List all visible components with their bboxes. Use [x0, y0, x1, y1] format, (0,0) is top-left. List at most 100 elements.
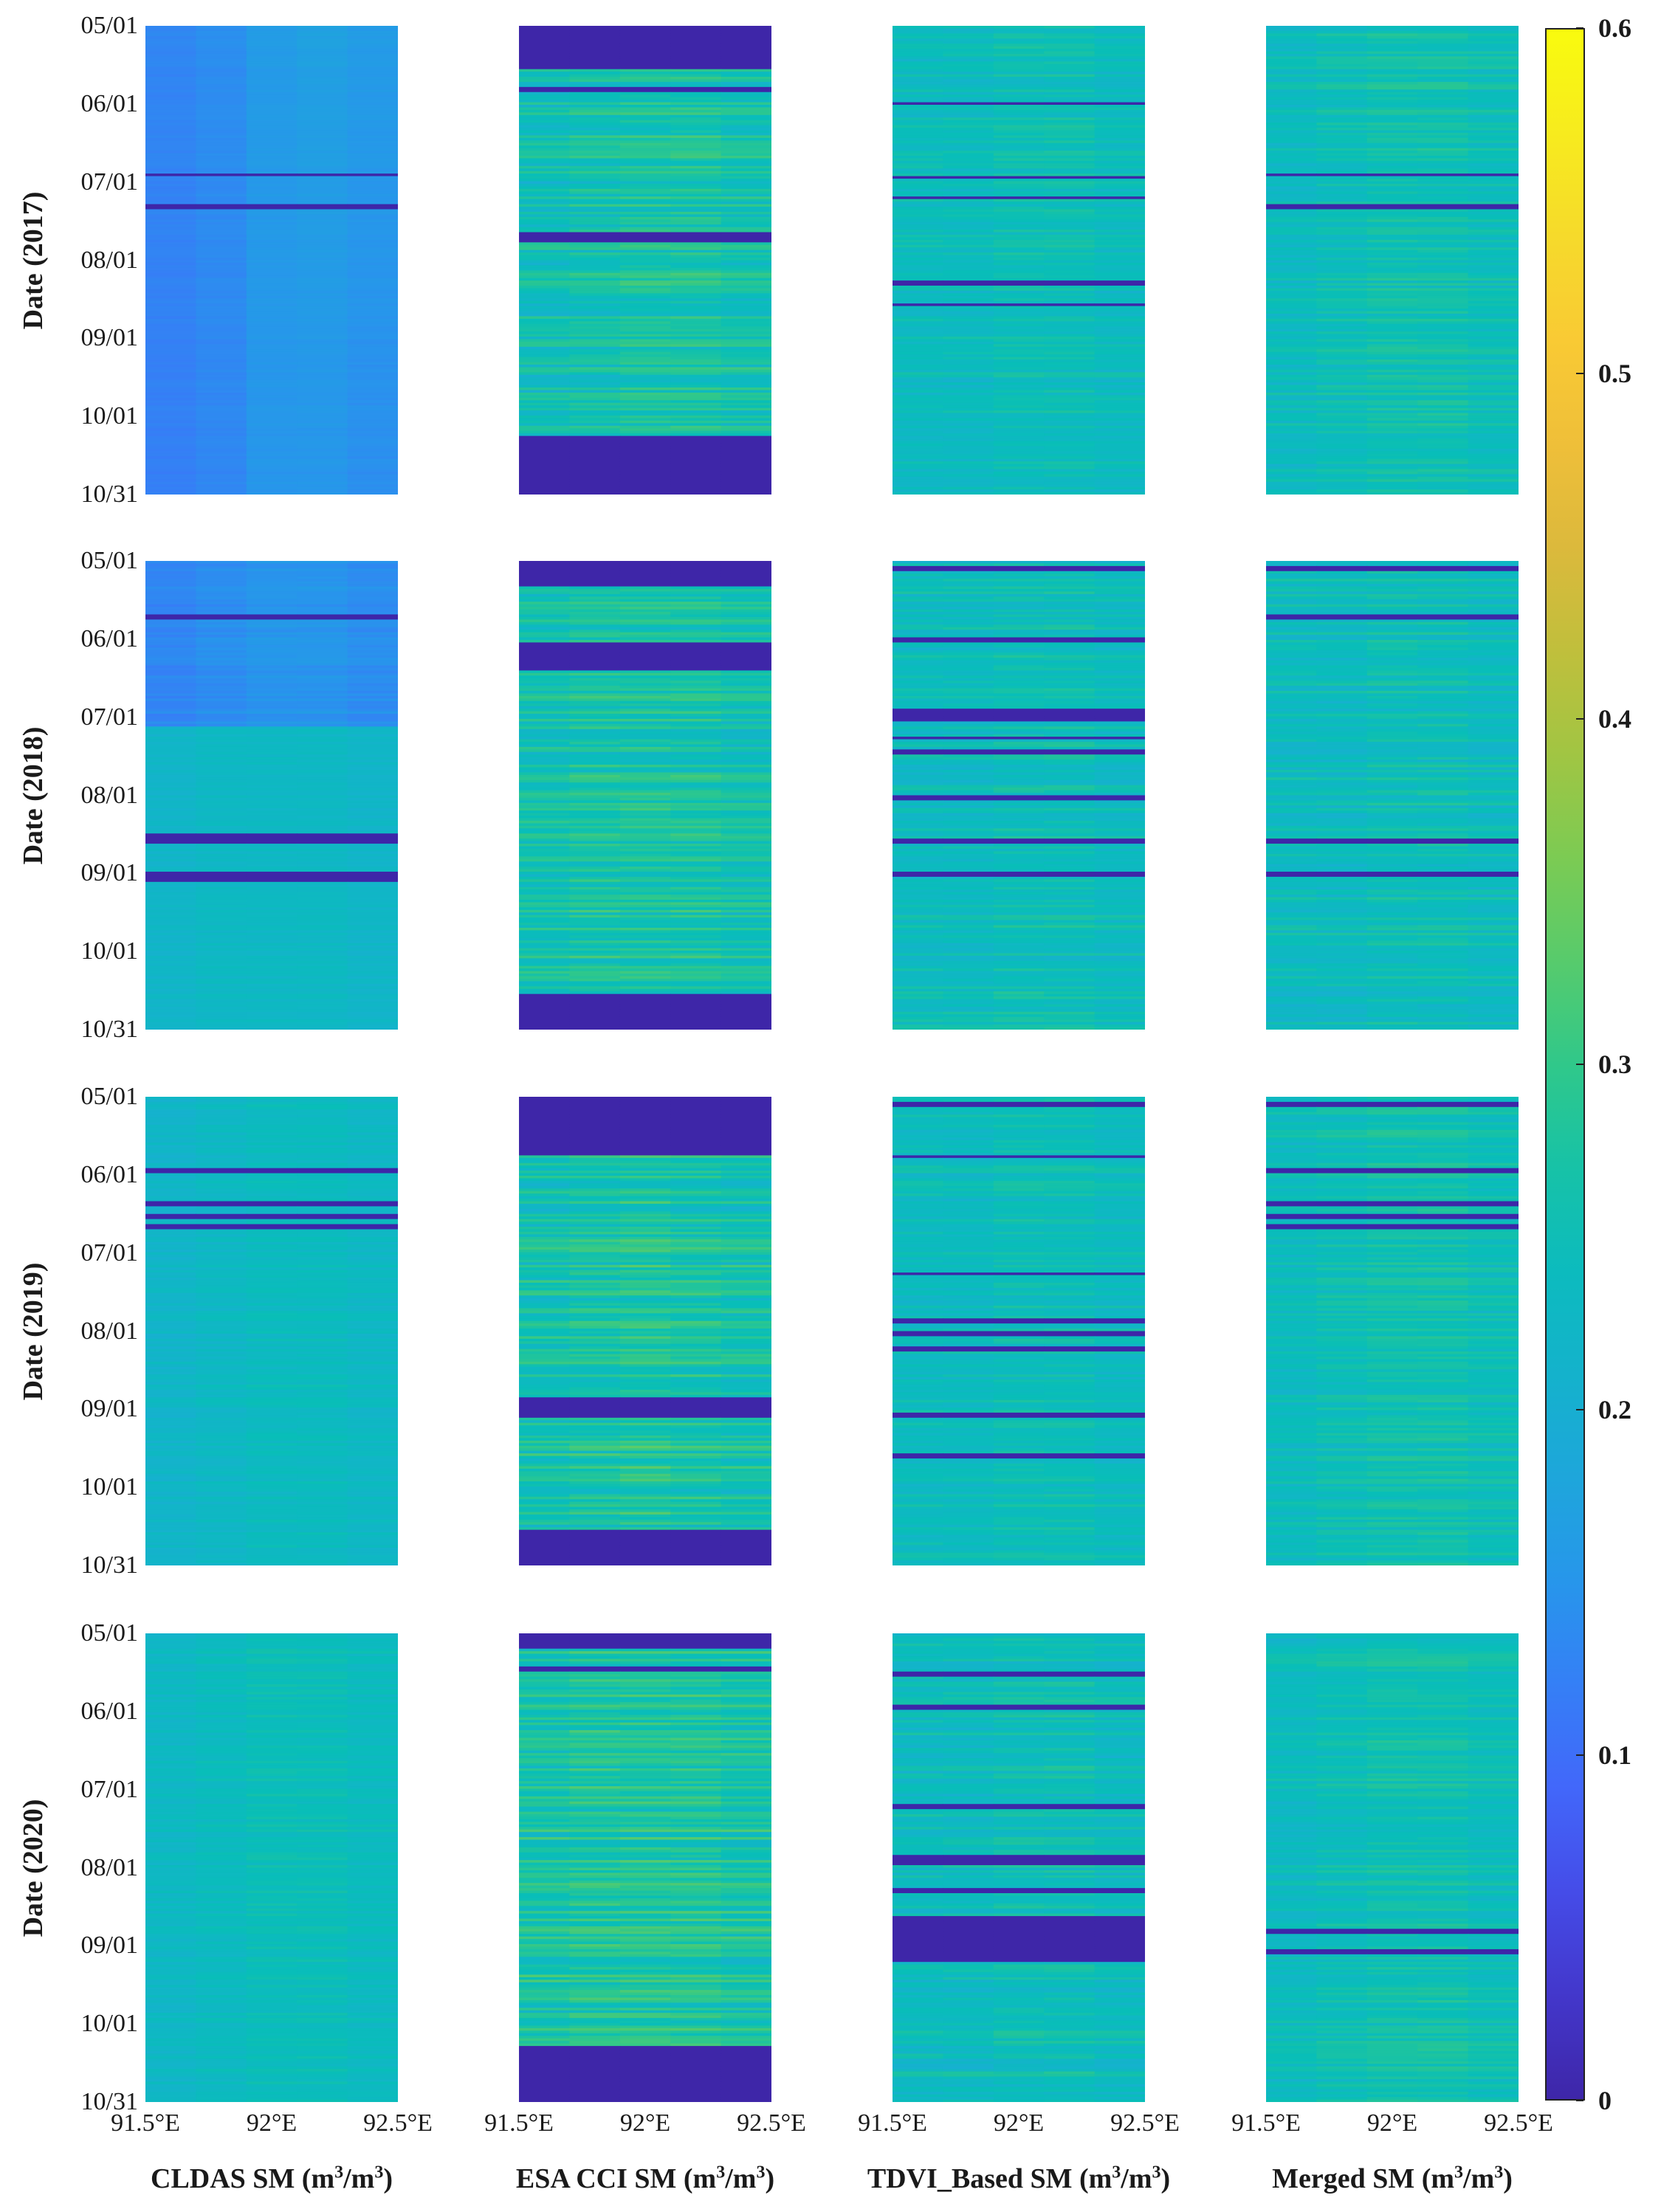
- heat-cell: [1366, 326, 1418, 330]
- heat-cell: [619, 255, 671, 258]
- heat-cell: [145, 433, 196, 437]
- heat-cell: [1468, 395, 1519, 399]
- heat-cell: [721, 66, 771, 70]
- heat-cell: [993, 112, 1045, 116]
- heat-cell: [943, 356, 994, 360]
- heat-cell: [1316, 397, 1368, 401]
- heat-cell: [297, 179, 348, 182]
- heat-cell: [1044, 109, 1096, 113]
- heat-cell: [145, 474, 196, 478]
- heat-cell: [1094, 260, 1145, 263]
- heat-cell: [347, 838, 398, 842]
- heat-cell: [196, 35, 247, 39]
- heat-cell: [297, 879, 348, 883]
- heat-cell: [943, 211, 994, 215]
- heat-cell: [1044, 471, 1096, 475]
- heat-cell: [297, 337, 348, 340]
- heat-cell: [943, 416, 994, 419]
- heat-cell: [721, 632, 771, 635]
- heat-cell: [1366, 474, 1418, 478]
- heat-cell: [246, 151, 298, 154]
- heat-cell: [670, 112, 722, 116]
- heat-cell: [347, 418, 398, 421]
- heat-cell: [1366, 400, 1418, 404]
- heat-cell: [619, 49, 671, 52]
- heat-cell: [1468, 247, 1519, 251]
- heat-cell: [246, 104, 298, 108]
- heat-cell: [721, 346, 771, 350]
- heat-cell: [347, 818, 398, 821]
- heat-cell: [1417, 328, 1469, 332]
- heat-cell: [347, 109, 398, 113]
- heat-cell: [246, 328, 298, 332]
- heat-cell: [519, 356, 570, 360]
- heat-cell: [196, 306, 247, 309]
- heat-cell: [297, 716, 348, 720]
- heat-cell: [196, 367, 247, 371]
- heat-cell: [1468, 176, 1519, 179]
- heat-cell: [619, 204, 671, 207]
- heat-cell: [1266, 30, 1317, 34]
- heat-cell: [347, 856, 398, 860]
- heat-cell: [721, 262, 771, 266]
- heat-cell: [1094, 158, 1145, 162]
- heat-cell: [893, 420, 943, 424]
- heat-cell: [1266, 377, 1317, 381]
- heat-cell: [145, 344, 196, 348]
- heat-cell: [569, 109, 621, 113]
- heat-cell: [297, 630, 348, 633]
- heat-cell: [569, 561, 621, 565]
- heat-cell: [721, 481, 771, 485]
- heat-cell: [347, 889, 398, 893]
- heat-cell: [1417, 458, 1469, 462]
- heat-cell: [246, 599, 298, 602]
- heat-cell: [246, 660, 298, 664]
- heat-cell: [246, 948, 298, 951]
- heat-cell: [670, 728, 722, 732]
- heat-cell: [619, 216, 671, 220]
- heat-cell: [347, 790, 398, 793]
- heat-cell: [943, 153, 994, 156]
- heat-cell: [993, 341, 1045, 345]
- heat-cell: [347, 886, 398, 890]
- heat-cell: [721, 683, 771, 686]
- heat-cell: [1417, 423, 1469, 427]
- heat-cell: [569, 69, 621, 72]
- heat-cell: [246, 670, 298, 674]
- heat-cell: [246, 802, 298, 806]
- heat-cell: [569, 446, 621, 449]
- heat-cell: [1094, 120, 1145, 123]
- heat-cell: [1468, 318, 1519, 322]
- heat-cell: [145, 718, 196, 723]
- heat-cell: [1044, 400, 1096, 404]
- heat-cell: [196, 123, 247, 126]
- heat-cell: [297, 627, 348, 630]
- heat-cell: [145, 374, 196, 378]
- heat-cell: [569, 407, 621, 411]
- heat-cell: [670, 568, 722, 572]
- heat-cell: [297, 423, 348, 427]
- heat-cell: [246, 897, 298, 900]
- heat-cell: [145, 153, 196, 156]
- heat-cell: [619, 612, 671, 616]
- heat-cell: [619, 416, 671, 419]
- heat-cell: [145, 899, 196, 903]
- heat-cell: [519, 260, 570, 263]
- heat-cell: [297, 899, 348, 903]
- heat-cell: [1044, 344, 1096, 348]
- heat-cell: [347, 148, 398, 151]
- heat-cell: [993, 28, 1045, 32]
- heat-cell: [347, 813, 398, 816]
- heat-cell: [619, 596, 671, 600]
- heat-cell: [297, 306, 348, 309]
- heat-cell: [246, 128, 298, 131]
- heat-cell: [1266, 397, 1317, 401]
- heat-cell: [297, 237, 348, 241]
- heat-cell: [297, 405, 348, 409]
- heat-cell: [519, 242, 570, 246]
- heat-cell: [721, 453, 771, 457]
- heat-cell: [347, 69, 398, 72]
- heat-cell: [297, 163, 348, 167]
- heat-cell: [670, 262, 722, 266]
- heat-cell: [297, 474, 348, 478]
